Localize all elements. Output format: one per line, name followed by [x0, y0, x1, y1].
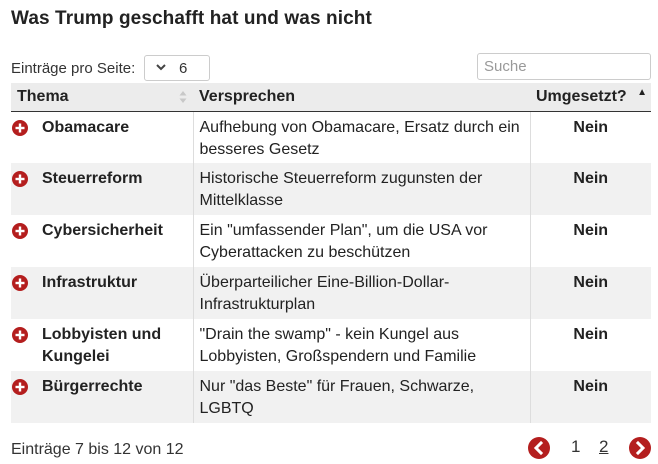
page-title: Was Trump geschafft hat und was nicht [11, 8, 372, 29]
column-header-topic[interactable]: Thema [11, 83, 193, 112]
row-topic: Lobbyisten und Kungelei [42, 326, 162, 365]
page-length-value: 6 [179, 60, 188, 77]
row-done: Nein [529, 319, 651, 371]
row-done: Nein [529, 267, 651, 319]
table-row[interactable]: Obamacare Aufhebung von Obamacare, Ersat… [11, 111, 651, 163]
column-header-label: Versprechen [199, 87, 296, 105]
page-length-select[interactable]: 6 [144, 55, 210, 81]
sort-ascending-icon: ▲ [637, 87, 647, 98]
row-topic: Bürgerrechte [42, 378, 143, 395]
row-done: Nein [529, 111, 651, 163]
promises-table: Thema Versprechen Umgesetzt? ▲ Obamacare… [11, 83, 651, 423]
table-header-row: Thema Versprechen Umgesetzt? ▲ [11, 83, 651, 112]
row-promise: Nur "das Beste" für Frauen, Schwarze, LG… [192, 371, 530, 423]
search-input[interactable] [477, 53, 651, 80]
row-topic: Steuerreform [42, 170, 143, 187]
pagination-info: Einträge 7 bis 12 von 12 [11, 441, 184, 458]
table-row[interactable]: Steuerreform Historische Steuerreform zu… [11, 163, 651, 215]
chevron-left-circle-icon[interactable] [528, 437, 550, 459]
row-promise: Ein "umfassender Plan", um die USA vor C… [192, 215, 530, 267]
plus-circle-icon[interactable] [12, 223, 28, 239]
row-promise: Überparteilicher Eine-Billion-Dollar-Inf… [192, 267, 530, 319]
plus-circle-icon[interactable] [12, 119, 28, 136]
row-done: Nein [529, 215, 651, 267]
table-row[interactable]: Cybersicherheit Ein "umfassender Plan", … [11, 215, 651, 267]
plus-circle-icon[interactable] [12, 275, 28, 291]
row-promise: Historische Steuerreform zugunsten der M… [192, 163, 530, 215]
page-link-2-current[interactable]: 2 [599, 437, 609, 456]
plus-circle-icon[interactable] [12, 171, 28, 187]
plus-circle-icon[interactable] [12, 379, 28, 395]
row-promise: Aufhebung von Obamacare, Ersatz durch ei… [192, 111, 530, 163]
table-row[interactable]: Lobbyisten und Kungelei "Drain the swamp… [11, 319, 651, 371]
row-promise: "Drain the swamp" - kein Kungel aus Lobb… [192, 319, 530, 371]
row-done: Nein [529, 371, 651, 423]
table-row[interactable]: Infrastruktur Überparteilicher Eine-Bill… [11, 267, 651, 319]
row-topic: Infrastruktur [42, 274, 138, 291]
table-row[interactable]: Bürgerrechte Nur "das Beste" für Frauen,… [11, 371, 651, 423]
column-header-label: Thema [17, 87, 69, 105]
sort-both-icon [179, 91, 187, 103]
page-link-1[interactable]: 1 [571, 437, 581, 456]
table-controls: Einträge pro Seite: 6 [11, 53, 651, 81]
page-length-label: Einträge pro Seite: [11, 60, 136, 77]
column-header-label: Umgesetzt? [536, 87, 627, 105]
column-header-done[interactable]: Umgesetzt? ▲ [530, 83, 651, 112]
chevron-right-circle-icon[interactable] [629, 437, 651, 459]
plus-circle-icon[interactable] [12, 327, 28, 343]
column-header-promise[interactable]: Versprechen [193, 83, 530, 112]
row-topic: Obamacare [42, 118, 130, 136]
row-done: Nein [529, 163, 651, 215]
row-topic: Cybersicherheit [42, 222, 163, 239]
pagination: 1 2 [528, 434, 653, 462]
chevron-down-icon [156, 64, 166, 71]
